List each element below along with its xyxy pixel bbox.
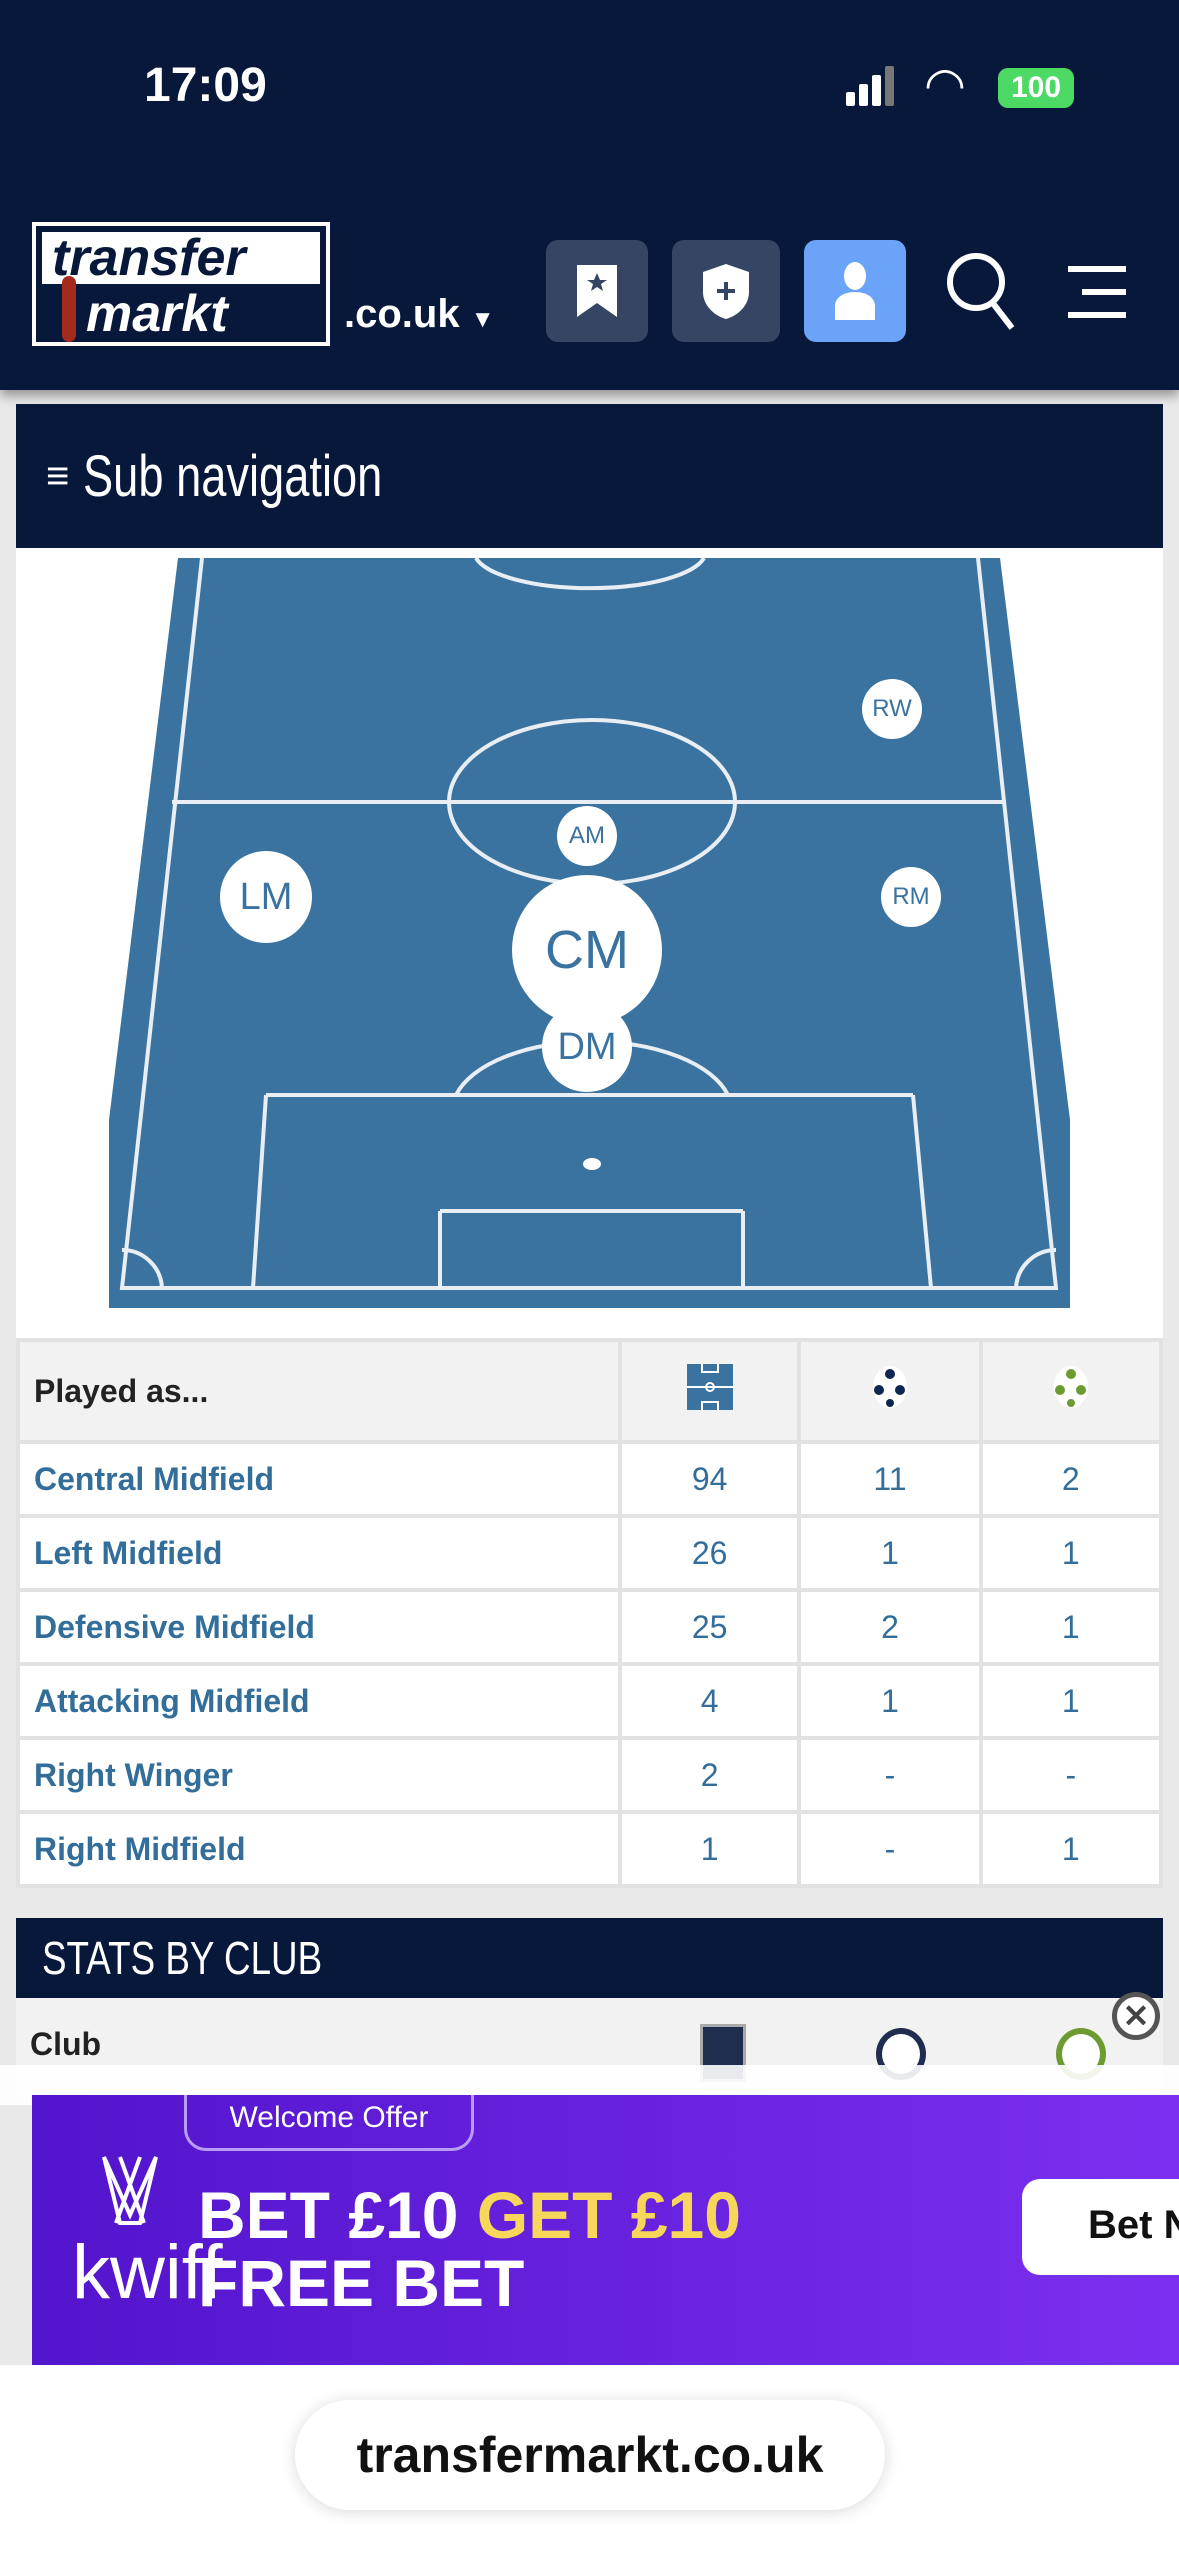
table-row: Right Winger 2- -: [16, 1736, 1164, 1814]
table-row: Left Midfield 26 1 1: [16, 1514, 1164, 1592]
position-link[interactable]: Defensive Midfield: [16, 1588, 622, 1666]
kwiff-logo: kwiff: [72, 2230, 223, 2315]
search-button[interactable]: [946, 250, 1016, 335]
assists-cell: 1: [978, 1810, 1164, 1888]
wifi-icon: ◠: [924, 59, 966, 112]
bet-now-button[interactable]: Bet N: [1022, 2179, 1179, 2275]
goals-ball-icon: [872, 1366, 907, 1408]
menu-icon: [1068, 266, 1126, 318]
apps-cell: 4: [617, 1662, 802, 1740]
assists-cell: 1: [978, 1662, 1164, 1740]
account-button[interactable]: [804, 240, 906, 342]
table-row: Defensive Midfield 25 2 1: [16, 1588, 1164, 1666]
chevron-down-icon: ▼: [470, 306, 495, 333]
menu-button[interactable]: [1064, 264, 1128, 325]
position-marker-rw[interactable]: RW: [862, 679, 922, 739]
apps-cell: 1: [617, 1810, 802, 1888]
sub-navigation-toggle[interactable]: ≡ Sub navigation: [16, 404, 1163, 548]
position-pitch: RW AM LM RM CM DM: [16, 548, 1163, 1338]
apps-cell: 2: [617, 1736, 802, 1814]
goals-cell: 2: [797, 1588, 983, 1666]
top-header: 17:09 ◠ 100 transfer markt .co.uk ▼: [0, 0, 1179, 390]
apps-cell: 26: [617, 1514, 802, 1592]
position-link[interactable]: Right Midfield: [16, 1810, 622, 1888]
played-as-header: Played as...: [16, 1338, 622, 1444]
goals-cell: 11: [797, 1440, 983, 1518]
domain-selector[interactable]: .co.uk ▼: [344, 292, 495, 336]
position-marker-lm[interactable]: LM: [220, 851, 312, 943]
position-marker-rm[interactable]: RM: [881, 867, 941, 927]
goals-cell: -: [797, 1810, 983, 1888]
apps-cell: 94: [617, 1440, 802, 1518]
table-row: Central Midfield 94 11 2: [16, 1440, 1164, 1518]
status-time: 17:09: [144, 59, 267, 112]
played-as-table: Played as... Central Midfield 94 11 2 Left …: [16, 1338, 1164, 1888]
shield-plus-icon: [703, 264, 749, 319]
goals-cell: -: [797, 1736, 983, 1814]
address-bar[interactable]: transfermarkt.co.uk: [295, 2400, 885, 2510]
table-row: Right Midfield 1-1: [16, 1810, 1164, 1888]
position-marker-cm[interactable]: CM: [512, 875, 662, 1025]
position-link[interactable]: Left Midfield: [16, 1514, 622, 1592]
assists-ball-icon: [1053, 1366, 1088, 1408]
player-figure-icon: [62, 276, 76, 342]
table-header-row: Played as...: [16, 1338, 1164, 1444]
transfermarkt-logo[interactable]: transfer markt: [32, 222, 330, 346]
club-shield-button[interactable]: [672, 240, 780, 342]
close-ad-button[interactable]: ✕: [1112, 1992, 1160, 2040]
menu-icon: ≡: [46, 453, 70, 498]
bookmark-icon: [577, 265, 617, 317]
goals-cell: 1: [797, 1662, 983, 1740]
crown-logo-icon: [102, 2156, 158, 2225]
battery-icon: 100: [998, 68, 1074, 108]
user-icon: [835, 262, 875, 320]
welcome-offer-badge: Welcome Offer: [184, 2095, 474, 2151]
stats-by-club-header: STATS BY CLUB: [16, 1918, 1163, 1998]
apps-cell: 25: [617, 1588, 802, 1666]
pitch-appearances-icon: [686, 1364, 733, 1410]
kwiff-ad-banner[interactable]: Welcome Offer kwiff BET £10 GET £10 FREE…: [32, 2095, 1179, 2365]
assists-cell: -: [978, 1736, 1164, 1814]
position-marker-am[interactable]: AM: [557, 806, 617, 866]
search-icon: [947, 253, 1015, 330]
position-link[interactable]: Right Winger: [16, 1736, 622, 1814]
position-marker-dm[interactable]: DM: [542, 1002, 632, 1092]
assists-cell: 2: [978, 1440, 1164, 1518]
table-row: Attacking Midfield 4 1 1: [16, 1662, 1164, 1740]
assists-cell: 1: [978, 1514, 1164, 1592]
ad-headline: BET £10 GET £10 FREE BET: [198, 2178, 741, 2320]
signal-icon: [846, 66, 896, 106]
bookmark-button[interactable]: [546, 240, 648, 342]
goals-cell: 1: [797, 1514, 983, 1592]
position-link[interactable]: Attacking Midfield: [16, 1662, 622, 1740]
assists-cell: 1: [978, 1588, 1164, 1666]
position-link[interactable]: Central Midfield: [16, 1440, 622, 1518]
close-icon: ✕: [1122, 1998, 1150, 2034]
